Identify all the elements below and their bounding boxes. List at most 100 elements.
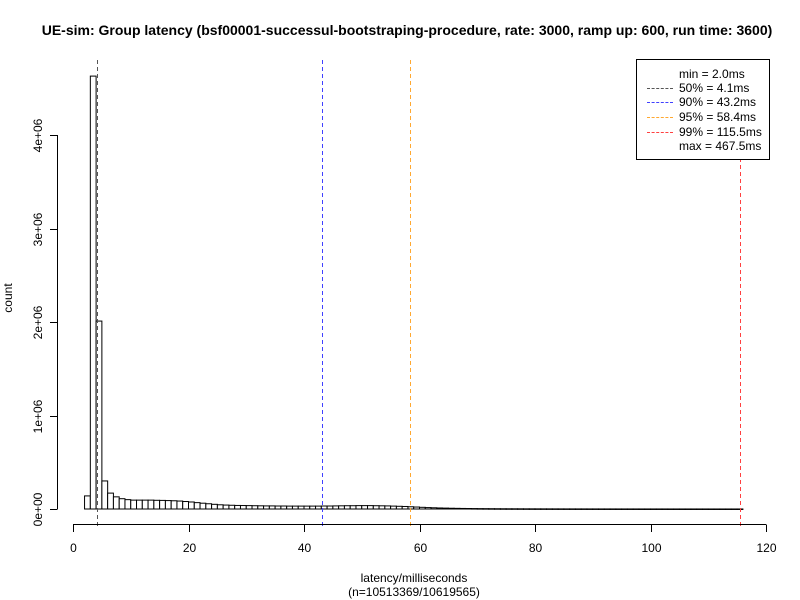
histogram-bar	[725, 508, 732, 510]
histogram-bar	[465, 508, 472, 510]
histogram-bar	[274, 505, 282, 510]
legend-label: min = 2.0ms	[679, 67, 745, 81]
histogram-bar	[384, 505, 392, 510]
histogram-bar	[234, 504, 241, 510]
legend-label: 99% = 115.5ms	[679, 125, 762, 139]
legend-item-p99: 99% = 115.5ms	[637, 125, 769, 139]
histogram-bar	[182, 501, 190, 510]
histogram-bar	[315, 505, 322, 510]
x-axis-label: latency/milliseconds	[360, 571, 468, 585]
histogram-bar	[494, 508, 501, 510]
histogram-bar	[730, 508, 738, 510]
histogram-bar	[268, 505, 276, 510]
histogram-bar	[707, 508, 715, 510]
histogram-bar	[188, 501, 195, 510]
histogram-bar	[239, 505, 247, 510]
histogram-bar	[372, 505, 380, 510]
histogram-bar	[534, 508, 542, 510]
histogram-bar	[159, 499, 166, 510]
histogram-bar	[245, 505, 253, 510]
histogram-bar	[216, 504, 224, 510]
histogram-bar	[257, 505, 265, 510]
histogram-bar	[655, 508, 663, 510]
histogram-bar	[563, 508, 571, 510]
histogram-bar	[626, 508, 634, 510]
histogram-bar	[661, 508, 669, 510]
histogram-bar	[147, 499, 155, 510]
x-tick-label: 80	[529, 541, 543, 555]
legend-label: 95% = 58.4ms	[679, 110, 757, 124]
histogram-bar	[511, 508, 519, 510]
histogram-bar	[447, 507, 455, 510]
histogram-bar	[153, 499, 161, 510]
legend-label: 50% = 4.1ms	[679, 81, 750, 95]
histogram-bar	[701, 508, 709, 510]
histogram-bar	[488, 508, 496, 510]
histogram-bar	[719, 508, 727, 510]
legend-item-p90: 90% = 43.2ms	[637, 95, 769, 109]
histogram-bar	[222, 504, 230, 510]
histogram-bar	[118, 498, 126, 510]
histogram-bar	[453, 507, 461, 510]
x-axis: 0 20 40 60 80 100 120	[70, 524, 777, 555]
histogram-bar	[291, 505, 299, 510]
histogram-bar	[205, 503, 213, 510]
histogram-bar	[557, 508, 565, 510]
histogram-bar	[419, 506, 426, 510]
histogram-bar	[586, 508, 594, 510]
legend-label: max = 467.5ms	[679, 139, 762, 153]
histogram-bar	[176, 500, 184, 510]
histogram-bar	[540, 508, 548, 510]
histogram-bar	[522, 508, 530, 510]
histogram-bar	[141, 499, 149, 510]
histogram-bar	[193, 502, 201, 510]
histogram-bar	[621, 508, 628, 510]
histogram-bar	[309, 505, 317, 510]
histogram-bar	[349, 505, 357, 510]
histogram-bar	[430, 507, 438, 510]
y-axis-label: count	[1, 283, 15, 313]
histogram-bar	[326, 505, 334, 510]
legend-item-p50: 50% = 4.1ms	[637, 81, 769, 95]
legend-label: 90% = 43.2ms	[679, 95, 757, 109]
histogram-bar	[436, 507, 444, 510]
histogram-bar	[442, 507, 449, 510]
histogram-bar	[528, 508, 536, 510]
histogram-bar	[459, 507, 467, 510]
histogram-bar	[228, 504, 236, 510]
histogram-bar	[297, 505, 305, 510]
y-tick-label: 4e+06	[31, 118, 45, 152]
histogram-bar	[499, 508, 507, 510]
histogram-bar	[199, 502, 207, 510]
legend: min = 2.0ms 50% = 4.1ms 90% = 43.2ms 95%…	[636, 59, 770, 160]
histogram-bar	[401, 505, 409, 510]
y-tick-label: 1e+06	[31, 399, 45, 433]
histogram-bar	[470, 508, 478, 510]
x-tick-label: 0	[70, 541, 77, 555]
histogram-bar	[505, 508, 513, 510]
histogram-bar	[170, 500, 178, 510]
histogram-bar	[107, 492, 114, 510]
histogram-bar	[569, 508, 576, 510]
histogram-bar	[690, 508, 698, 510]
histogram-bar	[251, 505, 259, 510]
histogram-bar	[124, 499, 132, 510]
histogram-bar	[286, 505, 293, 510]
histogram-bar	[211, 503, 218, 510]
y-tick-label: 0e+00	[31, 492, 45, 526]
histogram-bar	[332, 505, 340, 510]
y-tick-label: 3e+06	[31, 212, 45, 246]
histogram-bar	[303, 505, 311, 510]
histogram-bar	[378, 505, 386, 510]
y-tick-label: 2e+06	[31, 305, 45, 339]
histogram-bar	[112, 496, 120, 510]
histogram-bar	[136, 499, 143, 510]
dashed-line-icon	[647, 132, 673, 133]
histogram-bar	[263, 505, 270, 510]
histogram-bar	[574, 508, 582, 510]
histogram-bar	[395, 505, 403, 510]
histogram-bar	[644, 508, 651, 510]
histogram-bar	[280, 505, 288, 510]
x-tick-label: 120	[756, 541, 776, 555]
histogram-bar	[367, 505, 374, 510]
